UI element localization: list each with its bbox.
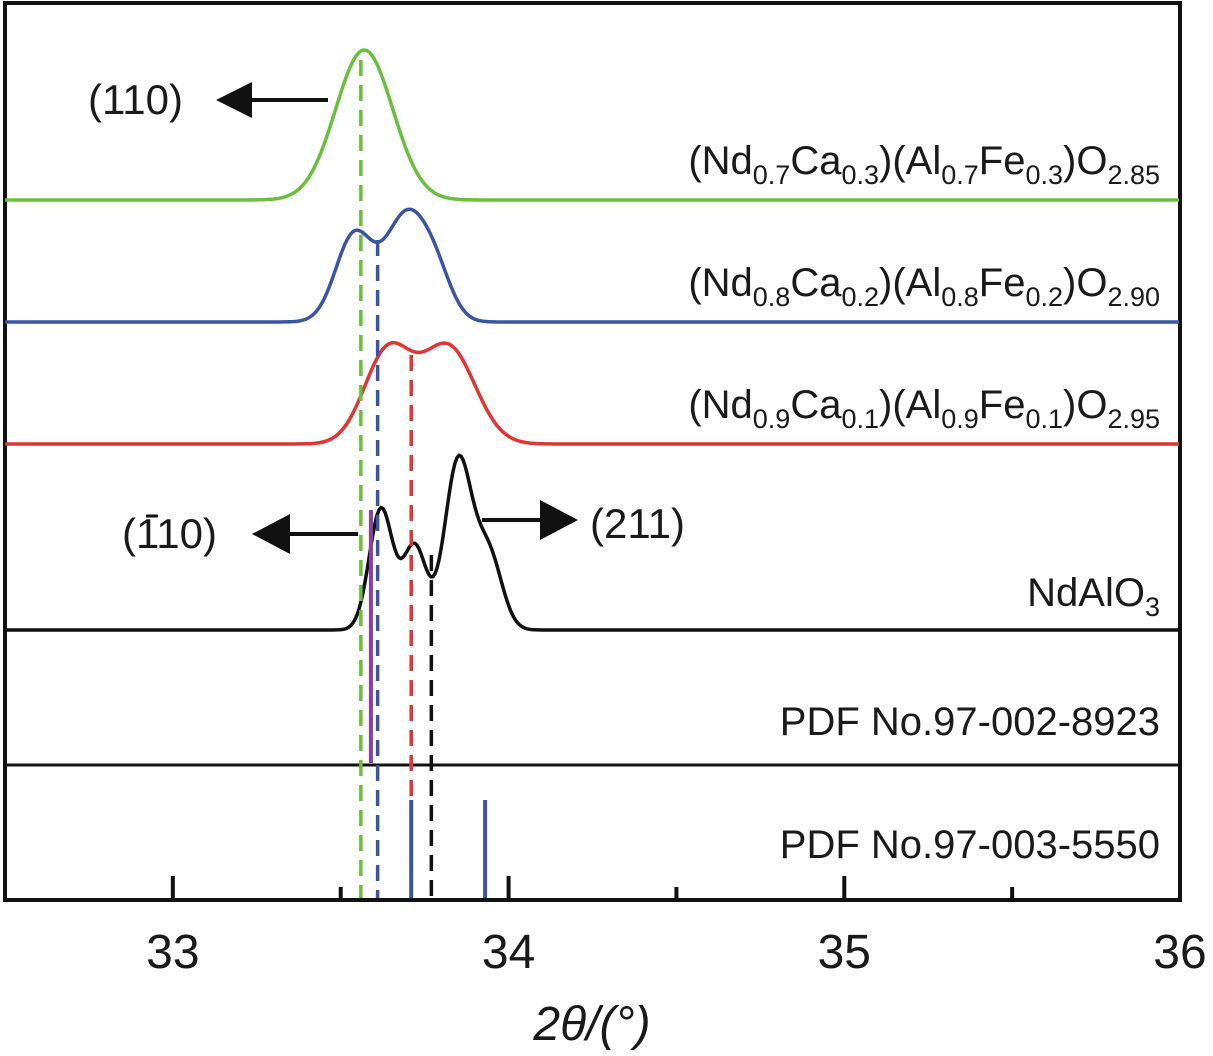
reference-line-group	[368, 510, 488, 898]
trace-label-2: (Nd0.9Ca0.1)(Al0.9Fe0.1)O2.95	[688, 383, 1160, 434]
trace-line-1	[5, 207, 1179, 324]
guide-line-group	[359, 60, 434, 898]
trace-line-2	[5, 340, 1179, 446]
x-tick-label: 36	[1153, 926, 1206, 979]
annotation-bar110-label: (110)	[122, 510, 217, 557]
annotation-110: (110)	[88, 76, 328, 123]
arrow-left-110	[216, 82, 328, 118]
annotation-bar110: (110)	[122, 510, 358, 557]
arrow-left-bar110	[252, 514, 358, 554]
trace-group	[5, 48, 1179, 632]
x-tick-group: 33 34 35 36	[3, 876, 1207, 979]
trace-label-0: (Nd0.7Ca0.3)(Al0.7Fe0.3)O2.85	[688, 139, 1160, 190]
annotation-110-label: (110)	[88, 76, 183, 123]
x-tick-label: 33	[146, 926, 199, 979]
reference-label-1: PDF No.97-003-5550	[780, 823, 1160, 867]
annotation-211: (211)	[482, 500, 685, 547]
x-tick-label: 35	[818, 926, 871, 979]
x-axis-title: 2θ/(°)	[532, 998, 650, 1051]
reference-label-0: PDF No.97-002-8923	[780, 700, 1160, 744]
arrow-right-211	[482, 500, 578, 540]
trace-label-group: (Nd0.7Ca0.3)(Al0.7Fe0.3)O2.85 (Nd0.8Ca0.2…	[688, 139, 1160, 867]
annotation-211-label: (211)	[590, 500, 685, 547]
trace-label-1: (Nd0.8Ca0.2)(Al0.8Fe0.2)O2.90	[688, 261, 1160, 312]
trace-line-0	[5, 48, 1179, 202]
trace-line-3	[5, 453, 1179, 632]
plot-frame	[3, 1, 1182, 902]
x-tick-label: 34	[482, 926, 535, 979]
trace-label-3: NdAlO3	[1027, 571, 1160, 622]
